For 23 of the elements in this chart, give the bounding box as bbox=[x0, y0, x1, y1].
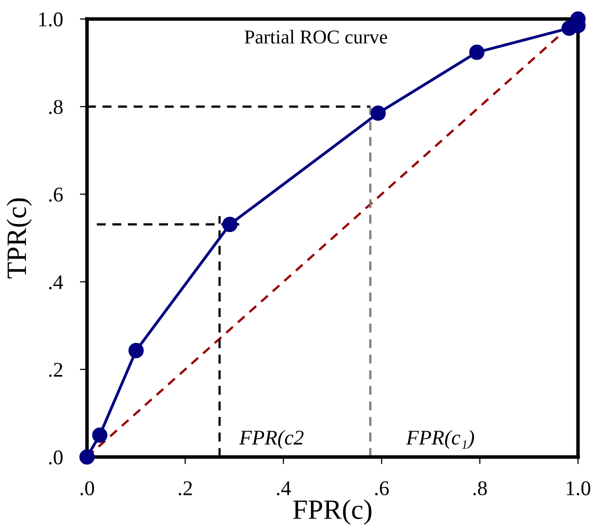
annotation: FPR(c2 bbox=[239, 430, 304, 449]
x-tick-label: .0 bbox=[80, 481, 94, 496]
x-tick-label: 1.0 bbox=[566, 481, 590, 496]
point bbox=[469, 44, 484, 60]
x-tick-label: .6 bbox=[375, 481, 389, 496]
x-tick-label: .4 bbox=[276, 481, 291, 496]
x-axis-title: FPR(c) bbox=[293, 500, 372, 525]
y-axis-title: TPR(c) bbox=[6, 198, 32, 278]
point bbox=[222, 216, 238, 232]
y-tick-label: .4 bbox=[49, 275, 64, 290]
annotation: FPR(c₁) bbox=[406, 430, 474, 449]
y-tick-label: .8 bbox=[49, 100, 63, 114]
y-tick-label: .6 bbox=[49, 188, 63, 202]
point bbox=[92, 427, 108, 443]
annotation: Partial ROC curve bbox=[244, 30, 388, 44]
y-tick-label: .0 bbox=[49, 450, 63, 465]
point bbox=[128, 342, 144, 358]
point bbox=[79, 449, 95, 465]
point bbox=[370, 106, 386, 121]
x-tick-label: .2 bbox=[178, 481, 192, 496]
y-tick-label: 1.0 bbox=[39, 12, 63, 27]
y-tick-label: .2 bbox=[49, 362, 62, 377]
x-tick-label: .8 bbox=[473, 481, 487, 496]
